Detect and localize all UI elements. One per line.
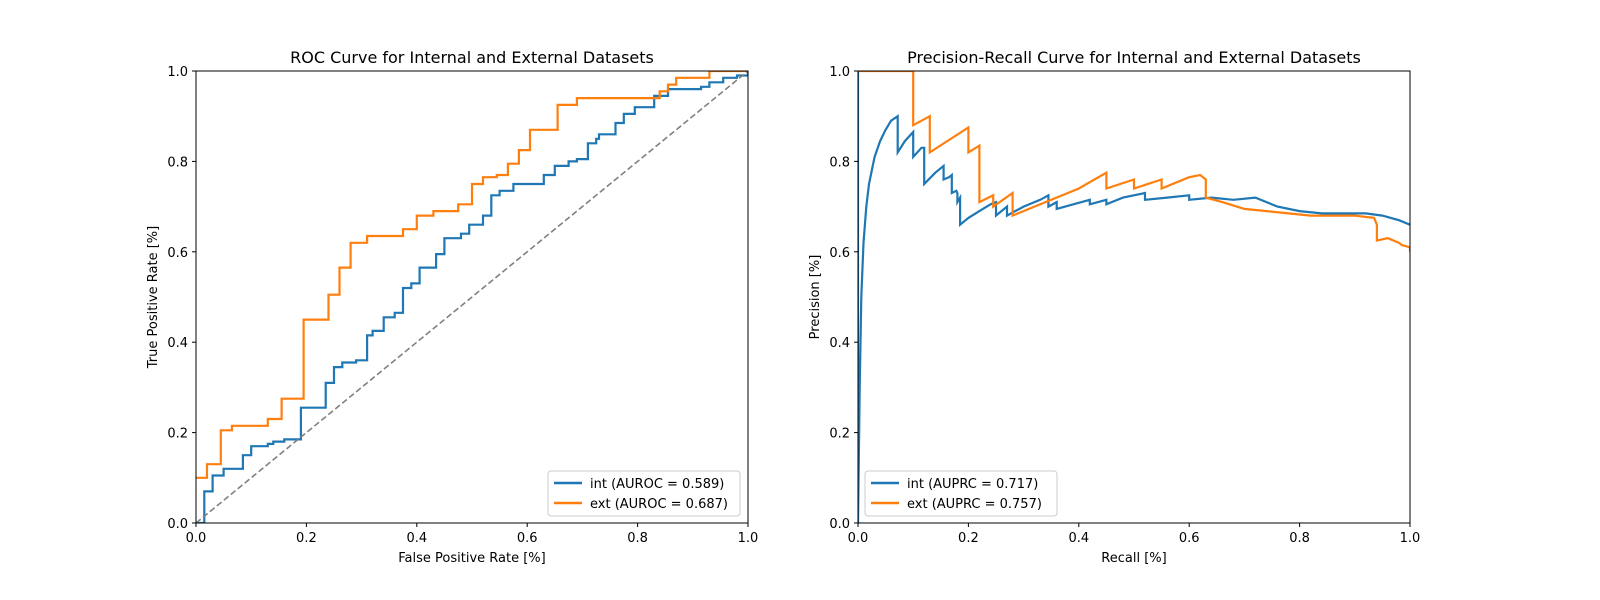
roc-legend-box bbox=[547, 470, 741, 517]
pr-legend-box bbox=[864, 470, 1058, 517]
pr-legend-label-ext: ext (AUPRC = 0.757) bbox=[907, 497, 1042, 512]
pr-x-tick-label: 0.4 bbox=[1068, 531, 1089, 546]
roc-x-tick-label: 0.4 bbox=[406, 531, 427, 546]
pr-legend: int (AUPRC = 0.717) ext (AUPRC = 0.757) bbox=[864, 470, 1058, 517]
pr-y-tick-label: 0.8 bbox=[829, 155, 850, 170]
pr-y-tick-label: 1.0 bbox=[829, 65, 850, 80]
roc-y-tick-label: 0.0 bbox=[167, 517, 188, 532]
roc-chart: ROC Curve for Internal and External Data… bbox=[146, 48, 758, 566]
pr-y-tick-label: 0.4 bbox=[829, 336, 850, 351]
roc-x-tick-label: 1.0 bbox=[738, 531, 759, 546]
roc-chart-title: ROC Curve for Internal and External Data… bbox=[290, 48, 654, 67]
roc-series-group bbox=[196, 71, 748, 523]
roc-y-axis-label: True Positive Rate [%] bbox=[146, 226, 161, 369]
pr-legend-label-int: int (AUPRC = 0.717) bbox=[907, 477, 1038, 492]
roc-x-tick-label: 0.6 bbox=[517, 531, 538, 546]
roc-y-tick-label: 1.0 bbox=[167, 65, 188, 80]
pr-x-axis-label: Recall [%] bbox=[1101, 551, 1166, 566]
pr-plot-frame bbox=[857, 70, 1411, 524]
pr-y-axis-label: Precision [%] bbox=[808, 255, 823, 340]
roc-legend-label-ext: ext (AUROC = 0.687) bbox=[590, 497, 728, 512]
roc-series-line-1 bbox=[196, 71, 748, 479]
pr-ticks: 0.0 0.2 0.4 0.6 0.8 1.0 0.0 0.2 0.4 0.6 0.8 1.0 bbox=[829, 65, 1420, 546]
roc-legend: int (AUROC = 0.589) ext (AUROC = 0.687) bbox=[547, 470, 741, 517]
pr-chart: Precision-Recall Curve for Internal and … bbox=[808, 48, 1420, 566]
pr-series-line-0 bbox=[858, 71, 1410, 523]
roc-y-tick-label: 0.8 bbox=[167, 155, 188, 170]
pr-x-tick-label: 0.0 bbox=[848, 531, 869, 546]
pr-x-tick-label: 1.0 bbox=[1400, 531, 1421, 546]
roc-legend-label-int: int (AUROC = 0.589) bbox=[590, 477, 724, 492]
pr-x-tick-label: 0.6 bbox=[1179, 531, 1200, 546]
pr-plot-area bbox=[858, 71, 1410, 523]
roc-plot-frame bbox=[195, 70, 749, 524]
pr-x-tick-label: 0.2 bbox=[958, 531, 979, 546]
pr-x-tick-label: 0.8 bbox=[1289, 531, 1310, 546]
roc-x-axis-label: False Positive Rate [%] bbox=[398, 551, 545, 566]
pr-y-tick-label: 0.6 bbox=[829, 246, 850, 261]
roc-chance-line bbox=[196, 71, 748, 523]
pr-series-line-1 bbox=[858, 71, 1410, 252]
roc-x-tick-label: 0.0 bbox=[186, 531, 207, 546]
pr-chart-title: Precision-Recall Curve for Internal and … bbox=[907, 48, 1361, 67]
pr-series-group bbox=[858, 71, 1410, 523]
roc-series-line-0 bbox=[196, 71, 748, 523]
roc-y-tick-label: 0.6 bbox=[167, 246, 188, 261]
pr-y-tick-label: 0.2 bbox=[829, 427, 850, 442]
roc-ticks: 0.0 0.2 0.4 0.6 0.8 1.0 0.0 0.2 0.4 0.6 0.8 1.0 bbox=[167, 65, 758, 546]
roc-x-tick-label: 0.2 bbox=[296, 531, 317, 546]
roc-y-tick-label: 0.4 bbox=[167, 336, 188, 351]
roc-x-tick-label: 0.8 bbox=[627, 531, 648, 546]
roc-y-tick-label: 0.2 bbox=[167, 427, 188, 442]
pr-y-tick-label: 0.0 bbox=[829, 517, 850, 532]
